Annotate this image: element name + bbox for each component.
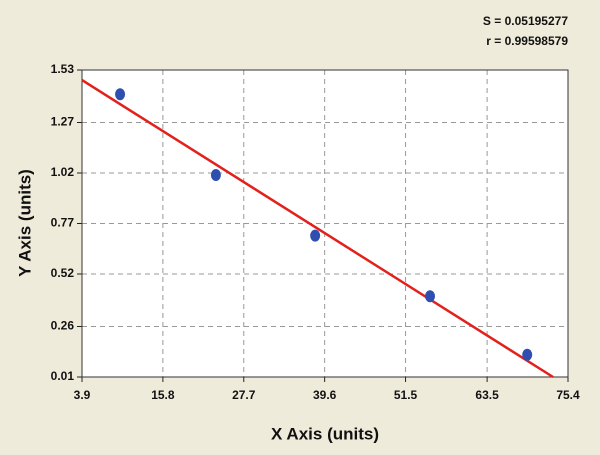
fit-line <box>81 79 554 379</box>
y-tick-label: 0.77 <box>51 216 75 230</box>
x-tick-label: 15.8 <box>151 388 175 402</box>
data-point <box>310 229 321 242</box>
data-point <box>210 169 221 182</box>
y-tick-label: 0.01 <box>51 369 75 383</box>
y-tick-label: 0.52 <box>51 266 75 280</box>
data-point <box>522 348 533 361</box>
annotation: r = 0.99598579 <box>486 34 568 48</box>
y-tick-label: 0.26 <box>51 319 75 333</box>
y-tick-label: 1.27 <box>51 115 75 129</box>
x-tick-label: 39.6 <box>313 388 337 402</box>
x-tick-label: 75.4 <box>556 388 580 402</box>
x-axis-title: X Axis (units) <box>271 424 379 443</box>
y-tick-label: 1.53 <box>51 62 75 76</box>
data-point <box>115 88 126 101</box>
y-axis-title: Y Axis (units) <box>15 169 34 277</box>
x-tick-label: 27.7 <box>232 388 256 402</box>
x-tick-label: 51.5 <box>394 388 418 402</box>
data-point <box>425 290 436 303</box>
y-tick-label: 1.02 <box>51 165 75 179</box>
x-tick-label: 3.9 <box>74 388 91 402</box>
x-tick-label: 63.5 <box>475 388 499 402</box>
plot-border <box>81 69 569 378</box>
annotation: S = 0.05195277 <box>483 14 568 28</box>
